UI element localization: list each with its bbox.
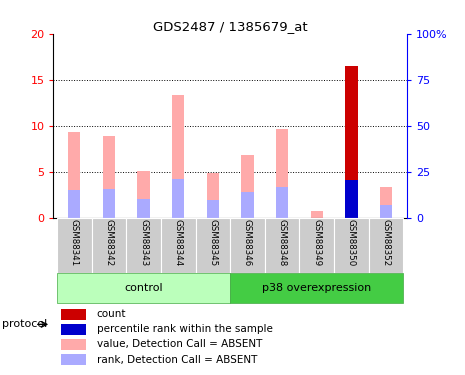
Text: GSM88350: GSM88350 bbox=[347, 219, 356, 267]
Bar bbox=[60, 309, 86, 320]
Text: GSM88346: GSM88346 bbox=[243, 219, 252, 267]
Bar bbox=[92, 218, 126, 273]
Bar bbox=[369, 218, 404, 273]
Bar bbox=[345, 180, 358, 218]
Text: protocol: protocol bbox=[2, 320, 47, 329]
Text: p38 overexpression: p38 overexpression bbox=[262, 283, 372, 293]
Bar bbox=[60, 324, 86, 334]
Bar bbox=[380, 187, 392, 218]
Text: GSM88349: GSM88349 bbox=[312, 219, 321, 267]
Bar bbox=[57, 273, 230, 303]
Text: value, Detection Call = ABSENT: value, Detection Call = ABSENT bbox=[97, 339, 262, 350]
Bar bbox=[311, 210, 323, 218]
Bar bbox=[138, 171, 150, 218]
Bar bbox=[60, 339, 86, 350]
Text: GSM88341: GSM88341 bbox=[70, 219, 79, 267]
Bar bbox=[60, 354, 86, 365]
Text: GSM88345: GSM88345 bbox=[208, 219, 217, 267]
Bar bbox=[207, 173, 219, 218]
Bar bbox=[195, 218, 230, 273]
Bar bbox=[265, 218, 299, 273]
Bar bbox=[161, 218, 195, 273]
Bar bbox=[103, 136, 115, 218]
Bar bbox=[276, 129, 288, 218]
Bar bbox=[172, 178, 184, 218]
Bar bbox=[299, 218, 334, 273]
Text: percentile rank within the sample: percentile rank within the sample bbox=[97, 324, 272, 334]
Bar bbox=[172, 94, 184, 218]
Bar bbox=[126, 218, 161, 273]
Text: GSM88342: GSM88342 bbox=[105, 219, 113, 267]
Bar bbox=[241, 154, 253, 218]
Bar bbox=[207, 200, 219, 218]
Title: GDS2487 / 1385679_at: GDS2487 / 1385679_at bbox=[153, 20, 307, 33]
Bar bbox=[57, 218, 92, 273]
Bar bbox=[230, 273, 404, 303]
Bar bbox=[68, 190, 80, 218]
Text: count: count bbox=[97, 309, 126, 319]
Text: GSM88352: GSM88352 bbox=[382, 219, 391, 267]
Bar bbox=[334, 218, 369, 273]
Bar bbox=[230, 218, 265, 273]
Bar bbox=[68, 132, 80, 218]
Text: GSM88348: GSM88348 bbox=[278, 219, 286, 267]
Bar bbox=[138, 199, 150, 218]
Bar bbox=[241, 192, 253, 218]
Bar bbox=[276, 187, 288, 218]
Bar bbox=[103, 189, 115, 218]
Text: control: control bbox=[124, 283, 163, 293]
Text: rank, Detection Call = ABSENT: rank, Detection Call = ABSENT bbox=[97, 354, 257, 364]
Bar bbox=[345, 66, 358, 218]
Text: GSM88344: GSM88344 bbox=[174, 219, 183, 267]
Text: GSM88343: GSM88343 bbox=[139, 219, 148, 267]
Bar bbox=[380, 204, 392, 218]
